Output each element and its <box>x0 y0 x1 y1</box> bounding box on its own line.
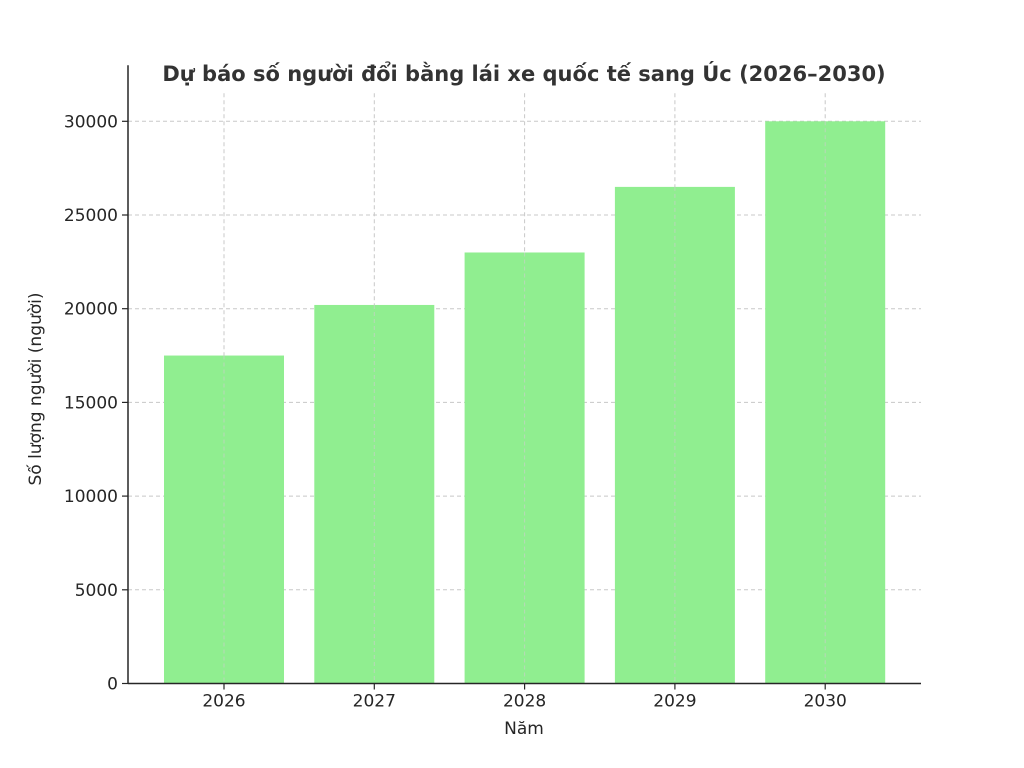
x-axis-label: Năm <box>504 719 544 739</box>
y-tick-label: 25000 <box>64 206 118 226</box>
y-tick-label: 0 <box>107 675 118 695</box>
y-tick-label: 20000 <box>64 300 118 320</box>
chart-title: Dự báo số người đổi bằng lái xe quốc tế … <box>162 61 885 86</box>
x-tick-label: 2030 <box>804 692 847 712</box>
y-tick-label: 15000 <box>64 393 118 413</box>
y-tick-label: 10000 <box>64 487 118 507</box>
y-axis-ticks: 0 5000 10000 15000 20000 25000 30000 <box>64 112 128 695</box>
bars <box>164 121 886 684</box>
y-tick-label: 30000 <box>64 112 118 132</box>
x-tick-label: 2028 <box>503 692 546 712</box>
x-tick-label: 2027 <box>353 692 396 712</box>
y-axis-label: Số lượng người (người) <box>25 292 46 485</box>
y-tick-label: 5000 <box>75 581 118 601</box>
x-axis-ticks: 2026 2027 2028 2029 2030 <box>202 683 847 712</box>
x-tick-label: 2029 <box>653 692 696 712</box>
x-tick-label: 2026 <box>202 692 245 712</box>
